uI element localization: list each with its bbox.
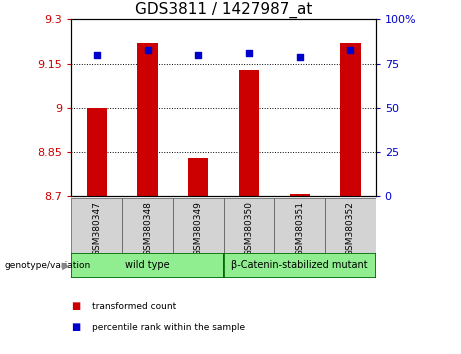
Text: wild type: wild type (125, 261, 170, 270)
Text: GSM380349: GSM380349 (194, 201, 203, 256)
Point (296, 54, 303, 59)
Bar (239, 70, 259, 196)
Title: GDS3811 / 1427987_at: GDS3811 / 1427987_at (135, 2, 312, 18)
Bar (71, 198, 122, 253)
Text: ■: ■ (71, 301, 81, 311)
Point (93, 52, 100, 58)
Point (144, 47, 151, 52)
Text: ▶: ▶ (62, 261, 70, 271)
Bar (340, 43, 361, 196)
Point (347, 47, 354, 52)
Text: GSM380348: GSM380348 (143, 201, 152, 256)
Bar (274, 198, 325, 253)
Text: transformed count: transformed count (92, 302, 177, 311)
Text: percentile rank within the sample: percentile rank within the sample (92, 323, 245, 332)
Bar (122, 198, 173, 253)
Bar (224, 198, 274, 253)
Bar (71, 253, 224, 278)
Bar (224, 253, 376, 278)
Text: GSM380347: GSM380347 (92, 201, 101, 256)
Text: ■: ■ (71, 322, 81, 332)
Text: GSM380351: GSM380351 (295, 201, 304, 256)
Text: β-Catenin-stabilized mutant: β-Catenin-stabilized mutant (231, 261, 368, 270)
Point (245, 50, 253, 56)
Point (195, 52, 202, 58)
Bar (137, 43, 158, 196)
Bar (325, 198, 376, 253)
Text: GSM380350: GSM380350 (244, 201, 254, 256)
Bar (290, 194, 310, 196)
Bar (188, 158, 208, 196)
Text: genotype/variation: genotype/variation (5, 261, 91, 270)
Bar (87, 108, 107, 196)
Text: GSM380352: GSM380352 (346, 201, 355, 256)
Bar (173, 198, 224, 253)
